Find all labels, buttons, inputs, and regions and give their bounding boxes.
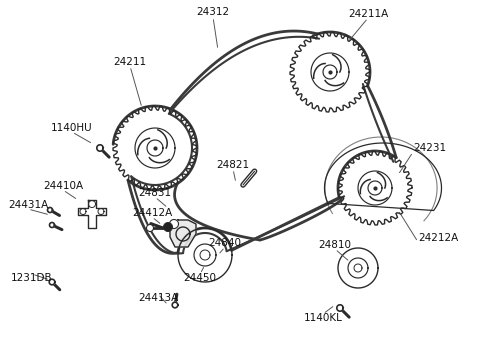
Circle shape	[146, 224, 154, 232]
Circle shape	[164, 223, 172, 232]
Text: 24840: 24840	[208, 238, 241, 248]
Polygon shape	[49, 279, 55, 285]
Text: 24821: 24821	[216, 160, 250, 170]
Polygon shape	[49, 223, 55, 228]
Text: 24431A: 24431A	[8, 200, 48, 210]
Text: 1140HU: 1140HU	[51, 123, 93, 133]
Text: 1140KL: 1140KL	[303, 313, 342, 323]
Text: 24413A: 24413A	[138, 293, 178, 303]
Text: 24212A: 24212A	[418, 233, 458, 243]
Text: 24810: 24810	[319, 240, 351, 250]
Polygon shape	[97, 145, 103, 151]
Text: 1231DB: 1231DB	[11, 273, 53, 283]
Polygon shape	[172, 302, 178, 308]
Text: 24211A: 24211A	[348, 9, 388, 19]
Text: 24412A: 24412A	[132, 208, 172, 218]
Text: 24831: 24831	[138, 188, 171, 198]
Polygon shape	[48, 207, 52, 212]
Polygon shape	[169, 219, 179, 228]
Text: 24211: 24211	[113, 57, 146, 67]
Polygon shape	[170, 220, 196, 247]
Text: 24231: 24231	[413, 143, 446, 153]
Text: 24312: 24312	[196, 7, 229, 17]
Text: 24450: 24450	[183, 273, 216, 283]
Polygon shape	[337, 305, 343, 311]
Text: 24410A: 24410A	[43, 181, 83, 191]
